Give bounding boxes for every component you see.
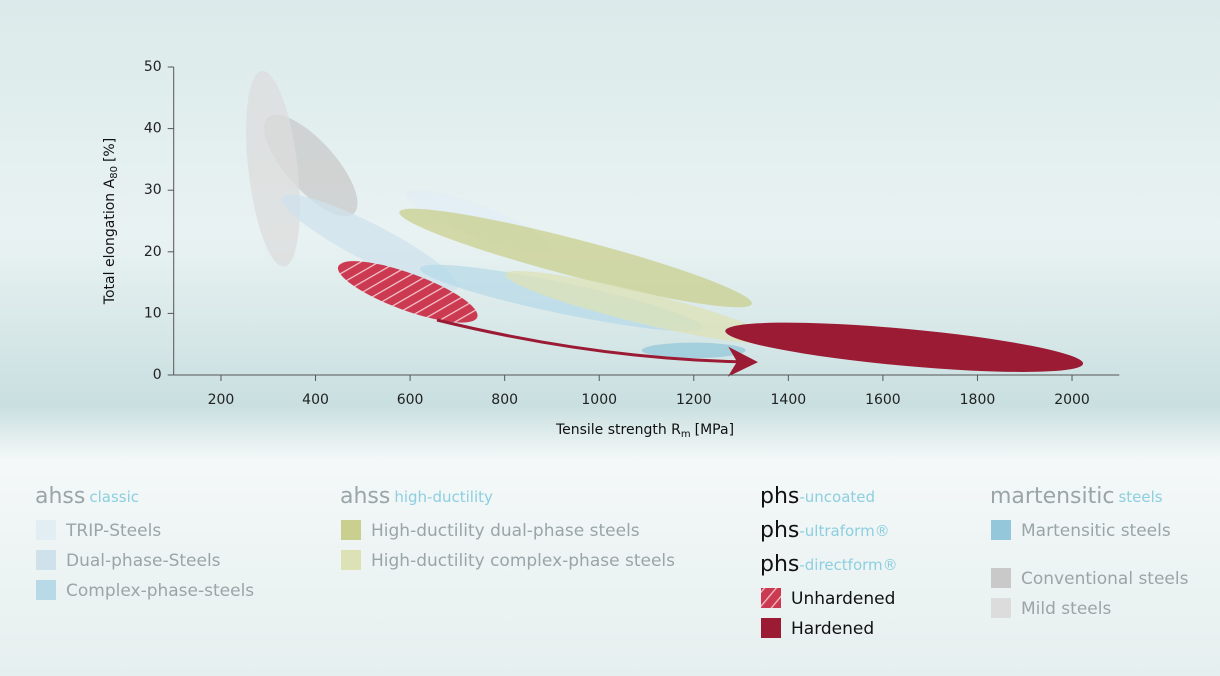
legend-heading: phs-uncoated (760, 484, 875, 509)
ylabel-label-text: Total elongation A (102, 178, 118, 305)
region (641, 342, 746, 359)
region (337, 261, 478, 323)
legend-heading-main: phs (760, 552, 799, 577)
legend-heading: martensitic steels (990, 484, 1163, 509)
x-tick-label: 2000 (1054, 392, 1090, 408)
legend-label: Hardened (791, 619, 874, 639)
legend-heading-main: phs (760, 484, 799, 509)
ylabel-label-sub: 80 (109, 166, 120, 179)
legend-swatch (36, 550, 56, 570)
legend-heading-sub: steels (1118, 488, 1162, 506)
region (505, 271, 774, 344)
legend-label: TRIP-Steels (65, 521, 161, 541)
legend-heading: phs-ultraform® (760, 518, 890, 543)
legend-swatch (36, 580, 56, 600)
legend-heading-main: ahss (340, 484, 390, 509)
x-tick-label: 1600 (865, 392, 901, 408)
legend-swatch (991, 568, 1011, 588)
x-tick-label: 1400 (771, 392, 807, 408)
y-tick-label: 50 (144, 59, 162, 75)
legend-heading-sub: classic (89, 488, 139, 506)
x-tick-label: 600 (397, 392, 424, 408)
legend-label: Dual-phase-Steels (66, 551, 221, 571)
x-tick-label: 1800 (960, 392, 996, 408)
legend-heading-main: martensitic (990, 484, 1114, 509)
legend-heading-sub: -uncoated (799, 488, 875, 506)
ylabel-label: Total elongation A80 [%] (102, 138, 120, 305)
legend-swatch (761, 618, 781, 638)
legend-label: Martensitic steels (1021, 521, 1171, 541)
legend-label: Mild steels (1021, 599, 1111, 619)
legend-heading-main: phs (760, 518, 799, 543)
xlabel-label: Tensile strength Rm [MPa] (555, 422, 734, 440)
x-tick-label: 1000 (581, 392, 617, 408)
ylabel-label-unit: [%] (102, 138, 118, 162)
legend-heading-sub: -ultraform® (799, 522, 889, 540)
legend-heading: ahss classic (35, 484, 139, 509)
legend-swatch (341, 520, 361, 540)
x-tick-label: 800 (491, 392, 518, 408)
legend-heading-sub: -directform® (799, 556, 897, 574)
legend-heading: phs-directform® (760, 552, 898, 577)
xlabel-label-sub: m (681, 429, 691, 440)
x-tick-label: 1200 (676, 392, 712, 408)
xlabel-label-text: Tensile strength R (555, 422, 681, 438)
legend-swatch (991, 598, 1011, 618)
legend-label: Complex-phase-steels (66, 581, 254, 601)
xlabel-label-unit: [MPa] (695, 422, 734, 438)
x-tick-label: 200 (208, 392, 235, 408)
legend-swatch (341, 550, 361, 570)
region (725, 322, 1084, 372)
x-tick-label: 400 (302, 392, 329, 408)
legend-label: Unhardened (791, 589, 895, 609)
arrow (436, 318, 758, 377)
legend-swatch (991, 520, 1011, 540)
y-tick-label: 0 (153, 367, 162, 383)
legend-label: High-ductility dual-phase steels (371, 521, 640, 541)
region (246, 70, 300, 267)
y-tick-label: 30 (144, 182, 162, 198)
legend-swatch (761, 588, 781, 608)
legend-heading: ahss high-ductility (340, 484, 493, 509)
legend-label: Conventional steels (1021, 569, 1189, 589)
y-tick-label: 10 (144, 305, 162, 321)
y-tick-label: 20 (144, 244, 162, 260)
region (281, 194, 459, 291)
legend-label: High-ductility complex-phase steels (371, 551, 675, 571)
legend-swatch (36, 520, 56, 540)
y-tick-label: 40 (144, 121, 162, 137)
region (399, 208, 752, 308)
legend-heading-main: ahss (35, 484, 85, 509)
legend-heading-sub: high-ductility (394, 488, 493, 506)
